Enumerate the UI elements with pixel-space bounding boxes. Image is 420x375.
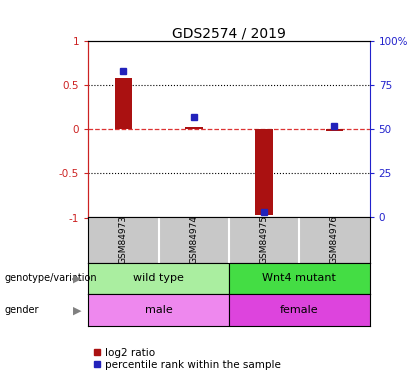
Bar	[159, 217, 229, 262]
Bar	[255, 129, 273, 215]
Bar	[115, 78, 132, 129]
Text: wild type: wild type	[133, 273, 184, 284]
Bar	[185, 127, 202, 129]
Bar	[88, 217, 159, 262]
Bar	[229, 262, 370, 294]
Text: GSM84975: GSM84975	[260, 214, 268, 264]
Text: GSM84976: GSM84976	[330, 214, 339, 264]
Bar	[299, 217, 370, 262]
Text: ▶: ▶	[74, 273, 82, 284]
Text: genotype/variation: genotype/variation	[4, 273, 97, 284]
Text: ▶: ▶	[74, 305, 82, 315]
Title: GDS2574 / 2019: GDS2574 / 2019	[172, 26, 286, 40]
Text: gender: gender	[4, 305, 39, 315]
Text: Wnt4 mutant: Wnt4 mutant	[262, 273, 336, 284]
Bar	[229, 294, 370, 326]
Bar	[326, 129, 343, 131]
Bar	[229, 217, 299, 262]
Text: male: male	[144, 305, 173, 315]
Text: female: female	[280, 305, 318, 315]
Legend: log2 ratio, percentile rank within the sample: log2 ratio, percentile rank within the s…	[93, 348, 281, 370]
Text: GSM84974: GSM84974	[189, 214, 198, 264]
Bar	[88, 262, 229, 294]
Bar	[88, 294, 229, 326]
Text: GSM84973: GSM84973	[119, 214, 128, 264]
